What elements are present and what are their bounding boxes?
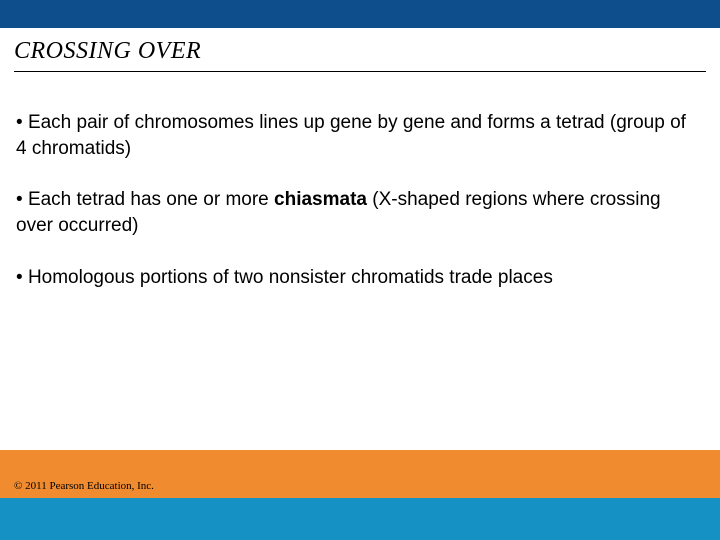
bullet-text: Each pair of chromosomes lines up gene b… — [16, 112, 686, 159]
bottom-blue-bar — [0, 498, 720, 540]
bullet-marker: • — [16, 112, 28, 133]
top-bar — [0, 0, 720, 28]
bullet-item: • Homologous portions of two nonsister c… — [16, 265, 700, 291]
content-area: • Each pair of chromosomes lines up gene… — [16, 110, 700, 316]
bullet-item: • Each tetrad has one or more chiasmata … — [16, 187, 700, 238]
title-block: CROSSING OVER — [14, 38, 706, 72]
bullet-marker: • — [16, 189, 28, 210]
bullet-text-pre: Each tetrad has one or more — [28, 189, 274, 210]
copyright-text: © 2011 Pearson Education, Inc. — [14, 480, 154, 492]
title-underline — [14, 71, 706, 72]
slide: CROSSING OVER • Each pair of chromosomes… — [0, 0, 720, 540]
bullet-text-bold: chiasmata — [274, 189, 367, 210]
bullet-text: Homologous portions of two nonsister chr… — [28, 267, 553, 288]
bullet-item: • Each pair of chromosomes lines up gene… — [16, 110, 700, 161]
slide-title: CROSSING OVER — [14, 38, 706, 65]
bullet-marker: • — [16, 267, 28, 288]
